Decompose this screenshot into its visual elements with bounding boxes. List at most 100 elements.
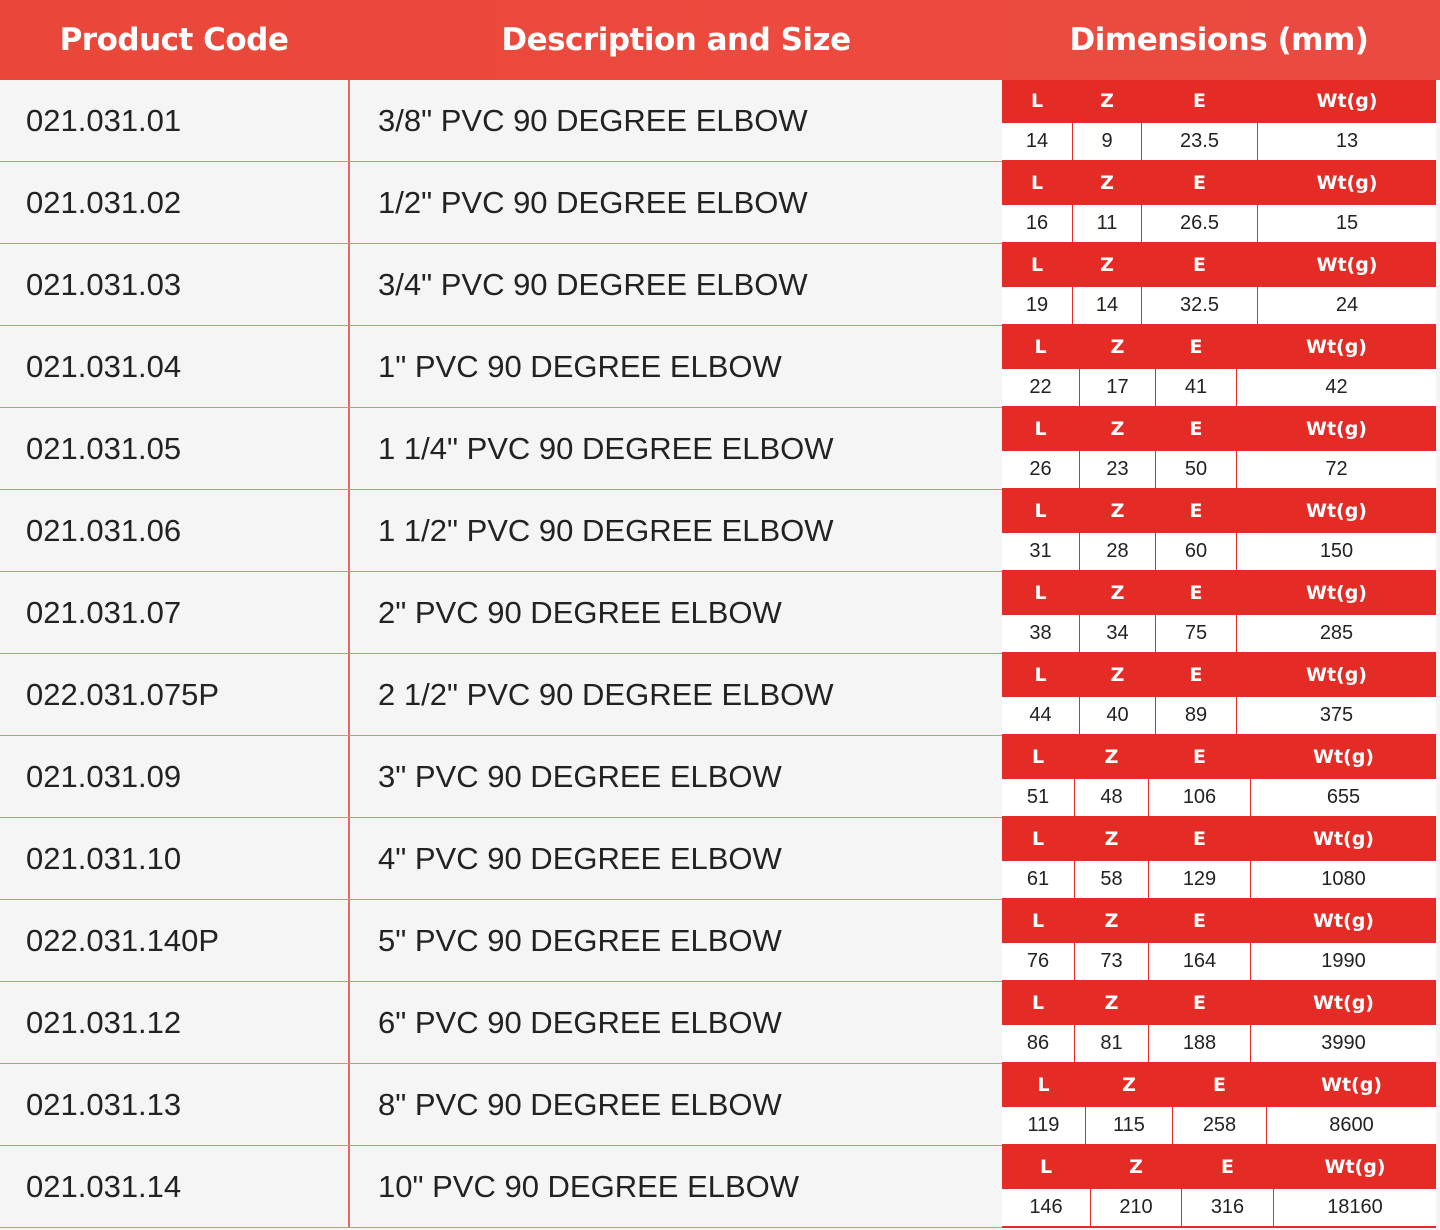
dim-label-l: L [1030, 172, 1044, 194]
dim-label-z: Z [1104, 992, 1119, 1014]
dimension-labels: L Z E Wt(g) [1002, 736, 1436, 778]
dimension-labels: L Z E Wt(g) [1002, 982, 1436, 1024]
description-cell: 3/4" PVC 90 DEGREE ELBOW [350, 244, 1002, 325]
row-divider [0, 1063, 1002, 1064]
table-row: 021.031.13 8" PVC 90 DEGREE ELBOW L Z E Wt(g)… [0, 1064, 1440, 1146]
table-row: 021.031.05 1 1/4" PVC 90 DEGREE ELBOW L Z E W… [0, 408, 1440, 490]
dim-label-e: E [1193, 746, 1206, 768]
product-code-cell: 021.031.13 [0, 1064, 348, 1145]
description-cell: 1/2" PVC 90 DEGREE ELBOW [350, 162, 1002, 243]
dim-label-e: E [1189, 418, 1203, 440]
column-divider [348, 900, 350, 982]
description-cell: 1 1/4" PVC 90 DEGREE ELBOW [350, 408, 1002, 489]
dim-label-wt: Wt(g) [1316, 90, 1378, 112]
dim-value-z: 115 [1086, 1107, 1172, 1144]
row-divider [0, 161, 1002, 162]
dim-label-z: Z [1110, 418, 1125, 440]
row-divider [0, 735, 1002, 736]
product-code-cell: 022.031.075P [0, 654, 348, 735]
dimension-values: 22 17 41 42 [1002, 368, 1436, 408]
product-code-cell: 022.031.140P [0, 900, 348, 981]
dimensions-cell: L Z E Wt(g) 119 115 258 8600 [1002, 1064, 1436, 1146]
dim-value-e: 129 [1149, 861, 1250, 898]
dim-label-z: Z [1110, 582, 1125, 604]
dimension-labels: L Z E Wt(g) [1002, 162, 1436, 204]
product-code-cell: 021.031.03 [0, 244, 348, 325]
dim-value-l: 61 [1002, 861, 1074, 898]
dim-label-l: L [1034, 664, 1047, 686]
dim-label-wt: Wt(g) [1305, 418, 1367, 440]
dim-value-l: 31 [1002, 533, 1079, 570]
dim-value-z: 23 [1080, 451, 1155, 488]
dim-label-e: E [1193, 910, 1206, 932]
dim-value-l: 38 [1002, 615, 1079, 652]
dim-label-wt: Wt(g) [1305, 500, 1367, 522]
dim-label-e: E [1221, 1156, 1234, 1178]
description-cell: 10" PVC 90 DEGREE ELBOW [350, 1146, 1002, 1227]
dim-label-z: Z [1129, 1156, 1143, 1178]
dimension-values: 16 11 26.5 15 [1002, 204, 1436, 244]
dim-label-l: L [1030, 90, 1044, 112]
dimensions-cell: L Z E Wt(g) 61 58 129 1080 [1002, 818, 1436, 900]
dim-value-wt: 18160 [1274, 1189, 1436, 1226]
dim-value-e: 75 [1156, 615, 1236, 652]
dim-value-e: 316 [1182, 1189, 1273, 1226]
dimensions-cell: L Z E Wt(g) 14 9 23.5 13 [1002, 80, 1436, 162]
dim-label-e: E [1193, 90, 1206, 112]
dimension-labels: L Z E Wt(g) [1002, 80, 1436, 122]
description-cell: 4" PVC 90 DEGREE ELBOW [350, 818, 1002, 899]
dim-label-z: Z [1110, 336, 1125, 358]
table-row: 021.031.06 1 1/2" PVC 90 DEGREE ELBOW L Z E W… [0, 490, 1440, 572]
description-cell: 1" PVC 90 DEGREE ELBOW [350, 326, 1002, 407]
dimensions-cell: L Z E Wt(g) 146 210 316 18160 [1002, 1146, 1436, 1228]
dim-value-wt: 42 [1237, 369, 1436, 406]
dim-value-e: 26.5 [1142, 205, 1257, 242]
dim-value-z: 81 [1075, 1025, 1148, 1062]
dimension-labels: L Z E Wt(g) [1002, 572, 1436, 614]
dim-value-wt: 13 [1258, 123, 1436, 160]
dimension-labels: L Z E Wt(g) [1002, 244, 1436, 286]
dimension-labels: L Z E Wt(g) [1002, 1146, 1436, 1188]
dim-label-z: Z [1104, 910, 1119, 932]
dim-value-l: 19 [1002, 287, 1072, 324]
dim-label-wt: Wt(g) [1312, 910, 1374, 932]
table-row: 021.031.04 1" PVC 90 DEGREE ELBOW L Z E Wt(g)… [0, 326, 1440, 408]
product-code-cell: 021.031.07 [0, 572, 348, 653]
dim-value-wt: 375 [1237, 697, 1436, 734]
dim-value-e: 32.5 [1142, 287, 1257, 324]
dim-label-l: L [1031, 992, 1045, 1014]
dim-value-e: 23.5 [1142, 123, 1257, 160]
column-divider [348, 572, 350, 654]
column-divider [348, 736, 350, 818]
dim-label-z: Z [1100, 90, 1114, 112]
row-divider [0, 899, 1002, 900]
dim-label-l: L [1034, 418, 1047, 440]
dim-value-wt: 72 [1237, 451, 1436, 488]
dim-value-l: 44 [1002, 697, 1079, 734]
dimensions-cell: L Z E Wt(g) 76 73 164 1990 [1002, 900, 1436, 982]
dimensions-cell: L Z E Wt(g) 44 40 89 375 [1002, 654, 1436, 736]
dimension-values: 86 81 188 3990 [1002, 1024, 1436, 1064]
dim-label-z: Z [1104, 828, 1119, 850]
dimension-values: 26 23 50 72 [1002, 450, 1436, 490]
header-product-code: Product Code [59, 22, 289, 58]
column-divider [348, 818, 350, 900]
dim-label-wt: Wt(g) [1312, 828, 1374, 850]
header-dimensions: Dimensions (mm) [1069, 22, 1369, 58]
dim-value-l: 86 [1002, 1025, 1074, 1062]
product-code-cell: 021.031.12 [0, 982, 348, 1063]
dimension-values: 146 210 316 18160 [1002, 1188, 1436, 1228]
dim-value-wt: 15 [1258, 205, 1436, 242]
dim-value-z: 73 [1075, 943, 1148, 980]
dim-value-z: 58 [1075, 861, 1148, 898]
description-cell: 5" PVC 90 DEGREE ELBOW [350, 900, 1002, 981]
dimension-labels: L Z E Wt(g) [1002, 818, 1436, 860]
dim-label-l: L [1031, 828, 1045, 850]
dimension-values: 76 73 164 1990 [1002, 942, 1436, 982]
dim-value-z: 17 [1080, 369, 1155, 406]
column-divider [348, 654, 350, 736]
row-divider [0, 653, 1002, 654]
column-divider [348, 162, 350, 244]
description-cell: 3" PVC 90 DEGREE ELBOW [350, 736, 1002, 817]
